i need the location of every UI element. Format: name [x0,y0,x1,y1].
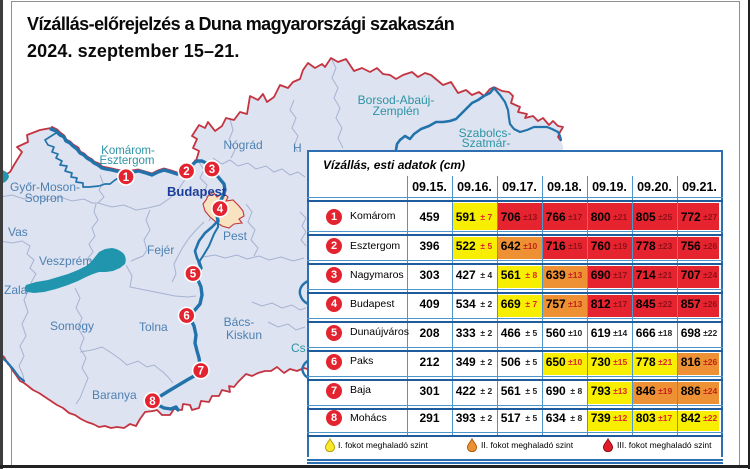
svg-text:Fejér: Fejér [147,243,174,257]
svg-text:3: 3 [209,164,215,176]
svg-text:7: 7 [198,366,204,378]
svg-text:Kiskun: Kiskun [226,328,262,342]
svg-text:Esztergom: Esztergom [100,155,155,167]
svg-text:Zemplén: Zemplén [373,104,420,118]
svg-text:Cs: Cs [291,341,306,355]
svg-text:Somogy: Somogy [50,319,94,333]
svg-text:4: 4 [217,204,224,216]
svg-text:5: 5 [190,269,197,281]
svg-text:Pest: Pest [223,229,248,243]
svg-text:Szabolcs-: Szabolcs- [459,126,512,140]
svg-text:Baranya: Baranya [92,388,137,402]
svg-text:Szatmár-: Szatmár- [462,136,511,150]
svg-text:8: 8 [149,396,156,408]
svg-text:Veszprém: Veszprém [39,254,92,268]
svg-text:Nógrád: Nógrád [223,138,262,152]
svg-text:Győr-Moson-: Győr-Moson- [10,180,80,194]
svg-text:2: 2 [183,166,189,178]
svg-text:Zala: Zala [4,283,28,297]
svg-text:Budapest: Budapest [167,184,227,199]
svg-text:Borsod-Abaúj-: Borsod-Abaúj- [358,93,435,107]
svg-text:6: 6 [183,311,189,323]
svg-text:Komárom-: Komárom- [101,145,155,157]
svg-text:1: 1 [123,172,130,184]
svg-text:Bács-: Bács- [224,315,255,329]
svg-text:Tolna: Tolna [139,320,168,334]
svg-text:Vas: Vas [8,225,28,239]
svg-text:Sopron: Sopron [25,191,64,205]
svg-text:H: H [293,141,302,155]
